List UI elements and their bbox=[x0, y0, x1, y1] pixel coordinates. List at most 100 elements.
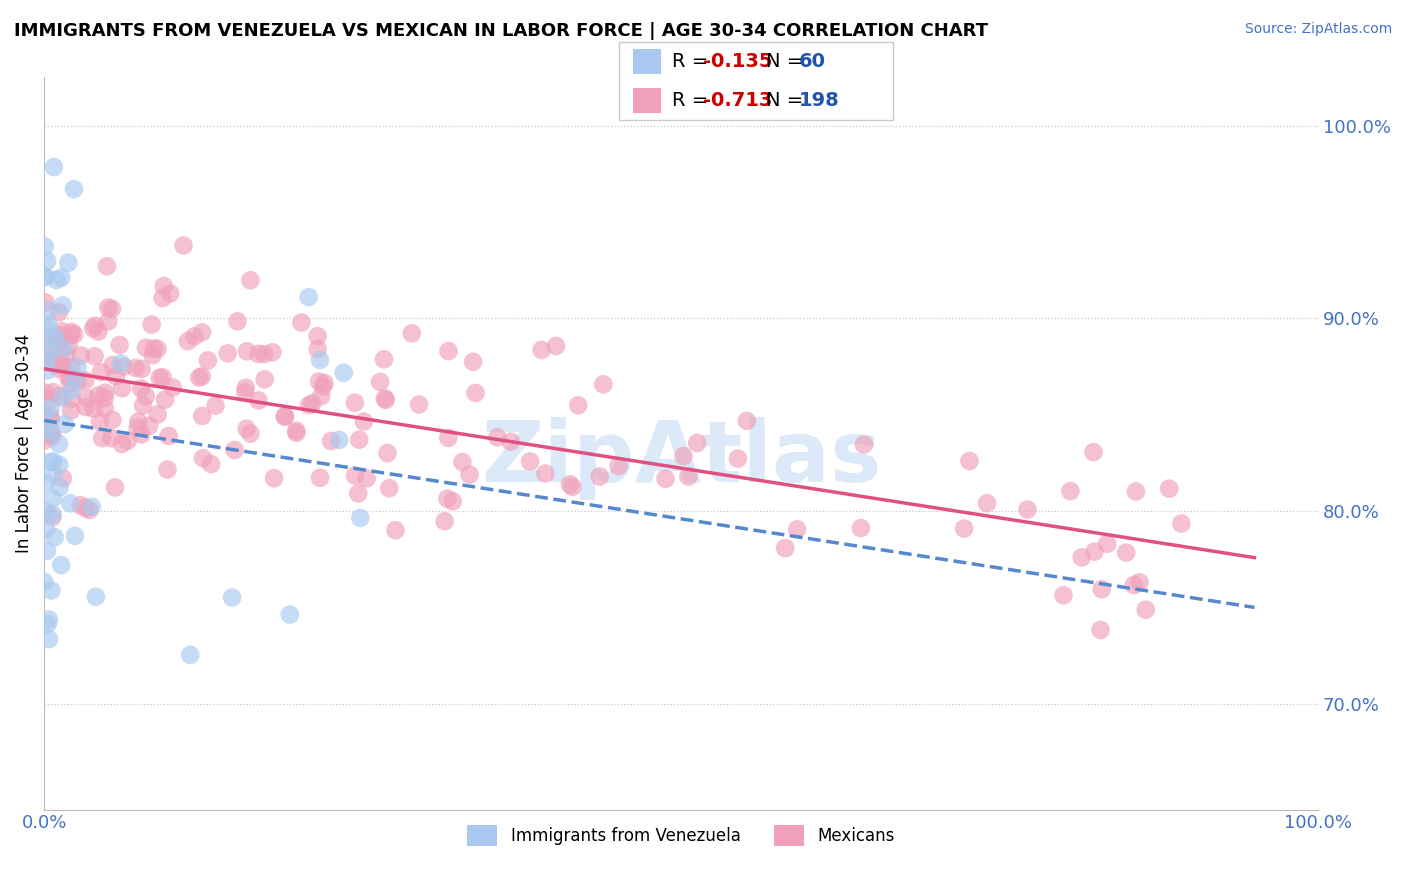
Point bbox=[93, 401, 115, 415]
Point bbox=[592, 377, 614, 392]
Point bbox=[55, 348, 77, 362]
Point bbox=[561, 480, 583, 494]
Text: -0.135: -0.135 bbox=[703, 52, 772, 71]
Point bbox=[1159, 482, 1181, 496]
Point bbox=[152, 370, 174, 384]
Point bbox=[183, 329, 205, 343]
Point bbox=[37, 318, 59, 332]
Point bbox=[347, 433, 370, 447]
Point bbox=[51, 270, 73, 285]
Point bbox=[129, 382, 152, 396]
Point bbox=[35, 543, 58, 558]
Point bbox=[41, 508, 63, 522]
Point bbox=[94, 385, 117, 400]
Point bbox=[221, 591, 243, 605]
Point bbox=[1083, 445, 1105, 459]
Point bbox=[80, 500, 103, 514]
Point bbox=[34, 239, 56, 253]
Point bbox=[353, 415, 375, 429]
Point bbox=[75, 400, 97, 414]
Point bbox=[82, 321, 104, 335]
Point bbox=[226, 314, 249, 328]
Point bbox=[953, 522, 976, 536]
Point bbox=[191, 326, 214, 340]
Point bbox=[38, 330, 60, 344]
Point bbox=[79, 503, 101, 517]
Point bbox=[63, 529, 86, 543]
Point bbox=[204, 399, 226, 413]
Point bbox=[373, 352, 395, 367]
Point bbox=[41, 350, 63, 364]
Point bbox=[35, 522, 58, 536]
Point bbox=[51, 331, 73, 345]
Point bbox=[82, 401, 104, 416]
Point bbox=[69, 498, 91, 512]
Point bbox=[530, 343, 553, 357]
Point bbox=[52, 360, 75, 375]
Point bbox=[544, 339, 567, 353]
Point bbox=[51, 356, 73, 370]
Point bbox=[235, 422, 257, 436]
Point bbox=[308, 375, 330, 389]
Point bbox=[384, 523, 406, 537]
Point bbox=[75, 500, 97, 515]
Point bbox=[188, 370, 211, 384]
Point bbox=[127, 415, 149, 429]
Point bbox=[41, 429, 63, 443]
Point bbox=[135, 341, 157, 355]
Point bbox=[143, 342, 166, 356]
Point bbox=[42, 455, 65, 469]
Point bbox=[309, 471, 332, 485]
Point bbox=[59, 376, 82, 390]
Point bbox=[153, 392, 176, 407]
Point bbox=[441, 494, 464, 508]
Point bbox=[149, 370, 172, 384]
Point bbox=[309, 352, 332, 367]
Point bbox=[301, 396, 323, 410]
Point bbox=[58, 338, 80, 352]
Point bbox=[253, 372, 276, 386]
Point bbox=[38, 632, 60, 646]
Text: N =: N = bbox=[766, 91, 810, 111]
Point bbox=[274, 409, 297, 424]
Point bbox=[52, 298, 75, 312]
Text: R =: R = bbox=[672, 91, 714, 111]
Point bbox=[41, 356, 63, 370]
Point bbox=[852, 437, 875, 451]
Point bbox=[48, 437, 70, 451]
Point bbox=[1090, 623, 1112, 637]
Point bbox=[197, 353, 219, 368]
Point bbox=[253, 347, 276, 361]
Point bbox=[463, 355, 485, 369]
Point bbox=[976, 496, 998, 510]
Text: 60: 60 bbox=[799, 52, 825, 71]
Point bbox=[48, 362, 70, 376]
Point bbox=[499, 434, 522, 449]
Point bbox=[1125, 484, 1147, 499]
Point bbox=[607, 458, 630, 473]
Point bbox=[75, 373, 97, 387]
Point bbox=[247, 347, 270, 361]
Point bbox=[262, 345, 284, 359]
Point bbox=[159, 286, 181, 301]
Point bbox=[235, 381, 257, 395]
Point bbox=[60, 384, 83, 398]
Point bbox=[52, 342, 75, 356]
Point bbox=[66, 375, 89, 389]
Point bbox=[298, 398, 321, 412]
Point bbox=[34, 385, 56, 400]
Point bbox=[97, 301, 120, 315]
Point bbox=[1091, 582, 1114, 597]
Point bbox=[312, 379, 335, 393]
Point bbox=[374, 392, 396, 407]
Point bbox=[49, 558, 72, 573]
Point bbox=[104, 480, 127, 494]
Point bbox=[87, 388, 110, 402]
Point bbox=[436, 491, 458, 506]
Point bbox=[44, 329, 66, 343]
Point bbox=[38, 612, 60, 626]
Text: N =: N = bbox=[766, 52, 810, 71]
Point bbox=[131, 362, 153, 376]
Point bbox=[146, 408, 169, 422]
Point bbox=[263, 471, 285, 485]
